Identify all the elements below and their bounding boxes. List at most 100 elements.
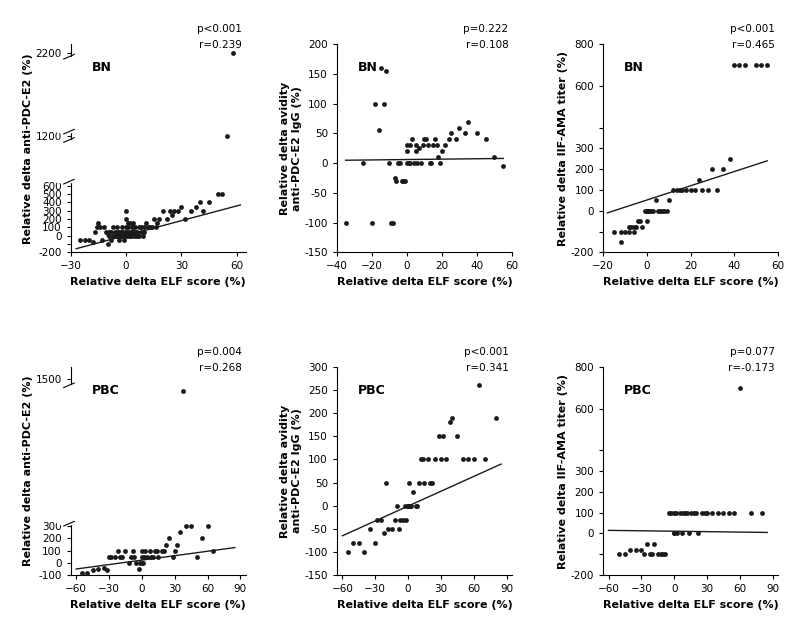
Point bbox=[116, 222, 129, 233]
Point bbox=[411, 158, 424, 168]
Point bbox=[103, 226, 116, 236]
Point bbox=[627, 222, 640, 233]
Point bbox=[197, 206, 210, 216]
Point bbox=[670, 507, 683, 518]
Point bbox=[107, 222, 119, 233]
Point bbox=[408, 158, 421, 168]
Point bbox=[394, 514, 406, 525]
Point bbox=[722, 507, 735, 518]
Point bbox=[108, 226, 121, 236]
Point bbox=[407, 487, 420, 497]
Point bbox=[690, 507, 703, 518]
Point bbox=[657, 549, 670, 559]
Point bbox=[189, 202, 202, 212]
Point bbox=[608, 226, 620, 236]
Point bbox=[402, 501, 414, 511]
Point bbox=[119, 214, 132, 224]
Point bbox=[125, 231, 138, 241]
Point bbox=[383, 158, 395, 168]
Text: BN: BN bbox=[92, 61, 112, 74]
Point bbox=[167, 206, 180, 216]
Y-axis label: Relative delta IIF-AMA titer (%): Relative delta IIF-AMA titer (%) bbox=[558, 51, 567, 246]
Point bbox=[171, 206, 184, 216]
Point bbox=[145, 552, 157, 562]
Point bbox=[615, 226, 627, 236]
Point bbox=[166, 210, 178, 220]
Point bbox=[451, 431, 464, 441]
Point bbox=[428, 135, 441, 145]
Bar bbox=[57, 140, 78, 181]
Point bbox=[401, 140, 413, 150]
Point bbox=[404, 158, 417, 168]
Point bbox=[706, 507, 718, 518]
Point bbox=[696, 185, 708, 195]
Point bbox=[75, 568, 88, 578]
Point bbox=[671, 528, 684, 538]
Point bbox=[739, 60, 751, 70]
Point bbox=[761, 60, 773, 70]
Point bbox=[399, 501, 411, 511]
Point bbox=[97, 222, 110, 233]
Point bbox=[643, 206, 656, 216]
Point bbox=[420, 135, 432, 145]
Text: r=0.341: r=0.341 bbox=[465, 363, 509, 373]
Point bbox=[101, 229, 114, 239]
Point bbox=[112, 235, 125, 245]
Point bbox=[733, 60, 745, 70]
Point bbox=[733, 383, 746, 393]
Point bbox=[706, 164, 718, 174]
Point bbox=[663, 507, 675, 518]
Point bbox=[636, 222, 648, 233]
Point bbox=[132, 564, 145, 574]
Text: BN: BN bbox=[624, 61, 644, 74]
Point bbox=[392, 158, 405, 168]
Point bbox=[123, 558, 135, 568]
Point bbox=[415, 454, 428, 465]
Point bbox=[114, 231, 127, 241]
Point bbox=[750, 60, 762, 70]
Point bbox=[118, 235, 130, 245]
Point bbox=[675, 528, 688, 538]
Point bbox=[148, 214, 160, 224]
Point bbox=[138, 226, 151, 236]
Point bbox=[88, 226, 101, 236]
Point bbox=[357, 158, 369, 168]
Point bbox=[340, 217, 352, 228]
Point bbox=[103, 231, 116, 241]
Point bbox=[699, 507, 711, 518]
Text: BN: BN bbox=[358, 61, 378, 74]
Point bbox=[649, 195, 662, 205]
Point bbox=[107, 231, 119, 241]
Point bbox=[429, 454, 442, 465]
Point bbox=[134, 222, 147, 233]
Point bbox=[623, 226, 636, 236]
Point bbox=[143, 545, 156, 556]
Point bbox=[490, 413, 502, 423]
Point bbox=[443, 417, 456, 427]
Point bbox=[105, 552, 118, 562]
Point bbox=[134, 558, 146, 568]
Point bbox=[696, 507, 708, 518]
Point bbox=[207, 545, 219, 556]
Point bbox=[160, 214, 173, 224]
Point bbox=[417, 454, 430, 465]
Point bbox=[146, 552, 159, 562]
Point bbox=[90, 222, 103, 233]
Point bbox=[406, 135, 418, 145]
Point bbox=[388, 514, 401, 525]
Point bbox=[380, 66, 392, 76]
Point bbox=[122, 222, 134, 233]
Point bbox=[358, 547, 370, 557]
Point bbox=[156, 206, 169, 216]
Text: p=0.004: p=0.004 bbox=[197, 346, 242, 356]
Point bbox=[644, 549, 656, 559]
Point bbox=[137, 558, 149, 568]
Point bbox=[116, 231, 129, 241]
Point bbox=[166, 552, 178, 562]
Point bbox=[479, 454, 491, 465]
Point bbox=[454, 123, 466, 133]
Point bbox=[226, 47, 239, 58]
Point bbox=[659, 549, 672, 559]
Point bbox=[136, 552, 149, 562]
Point bbox=[145, 222, 158, 233]
